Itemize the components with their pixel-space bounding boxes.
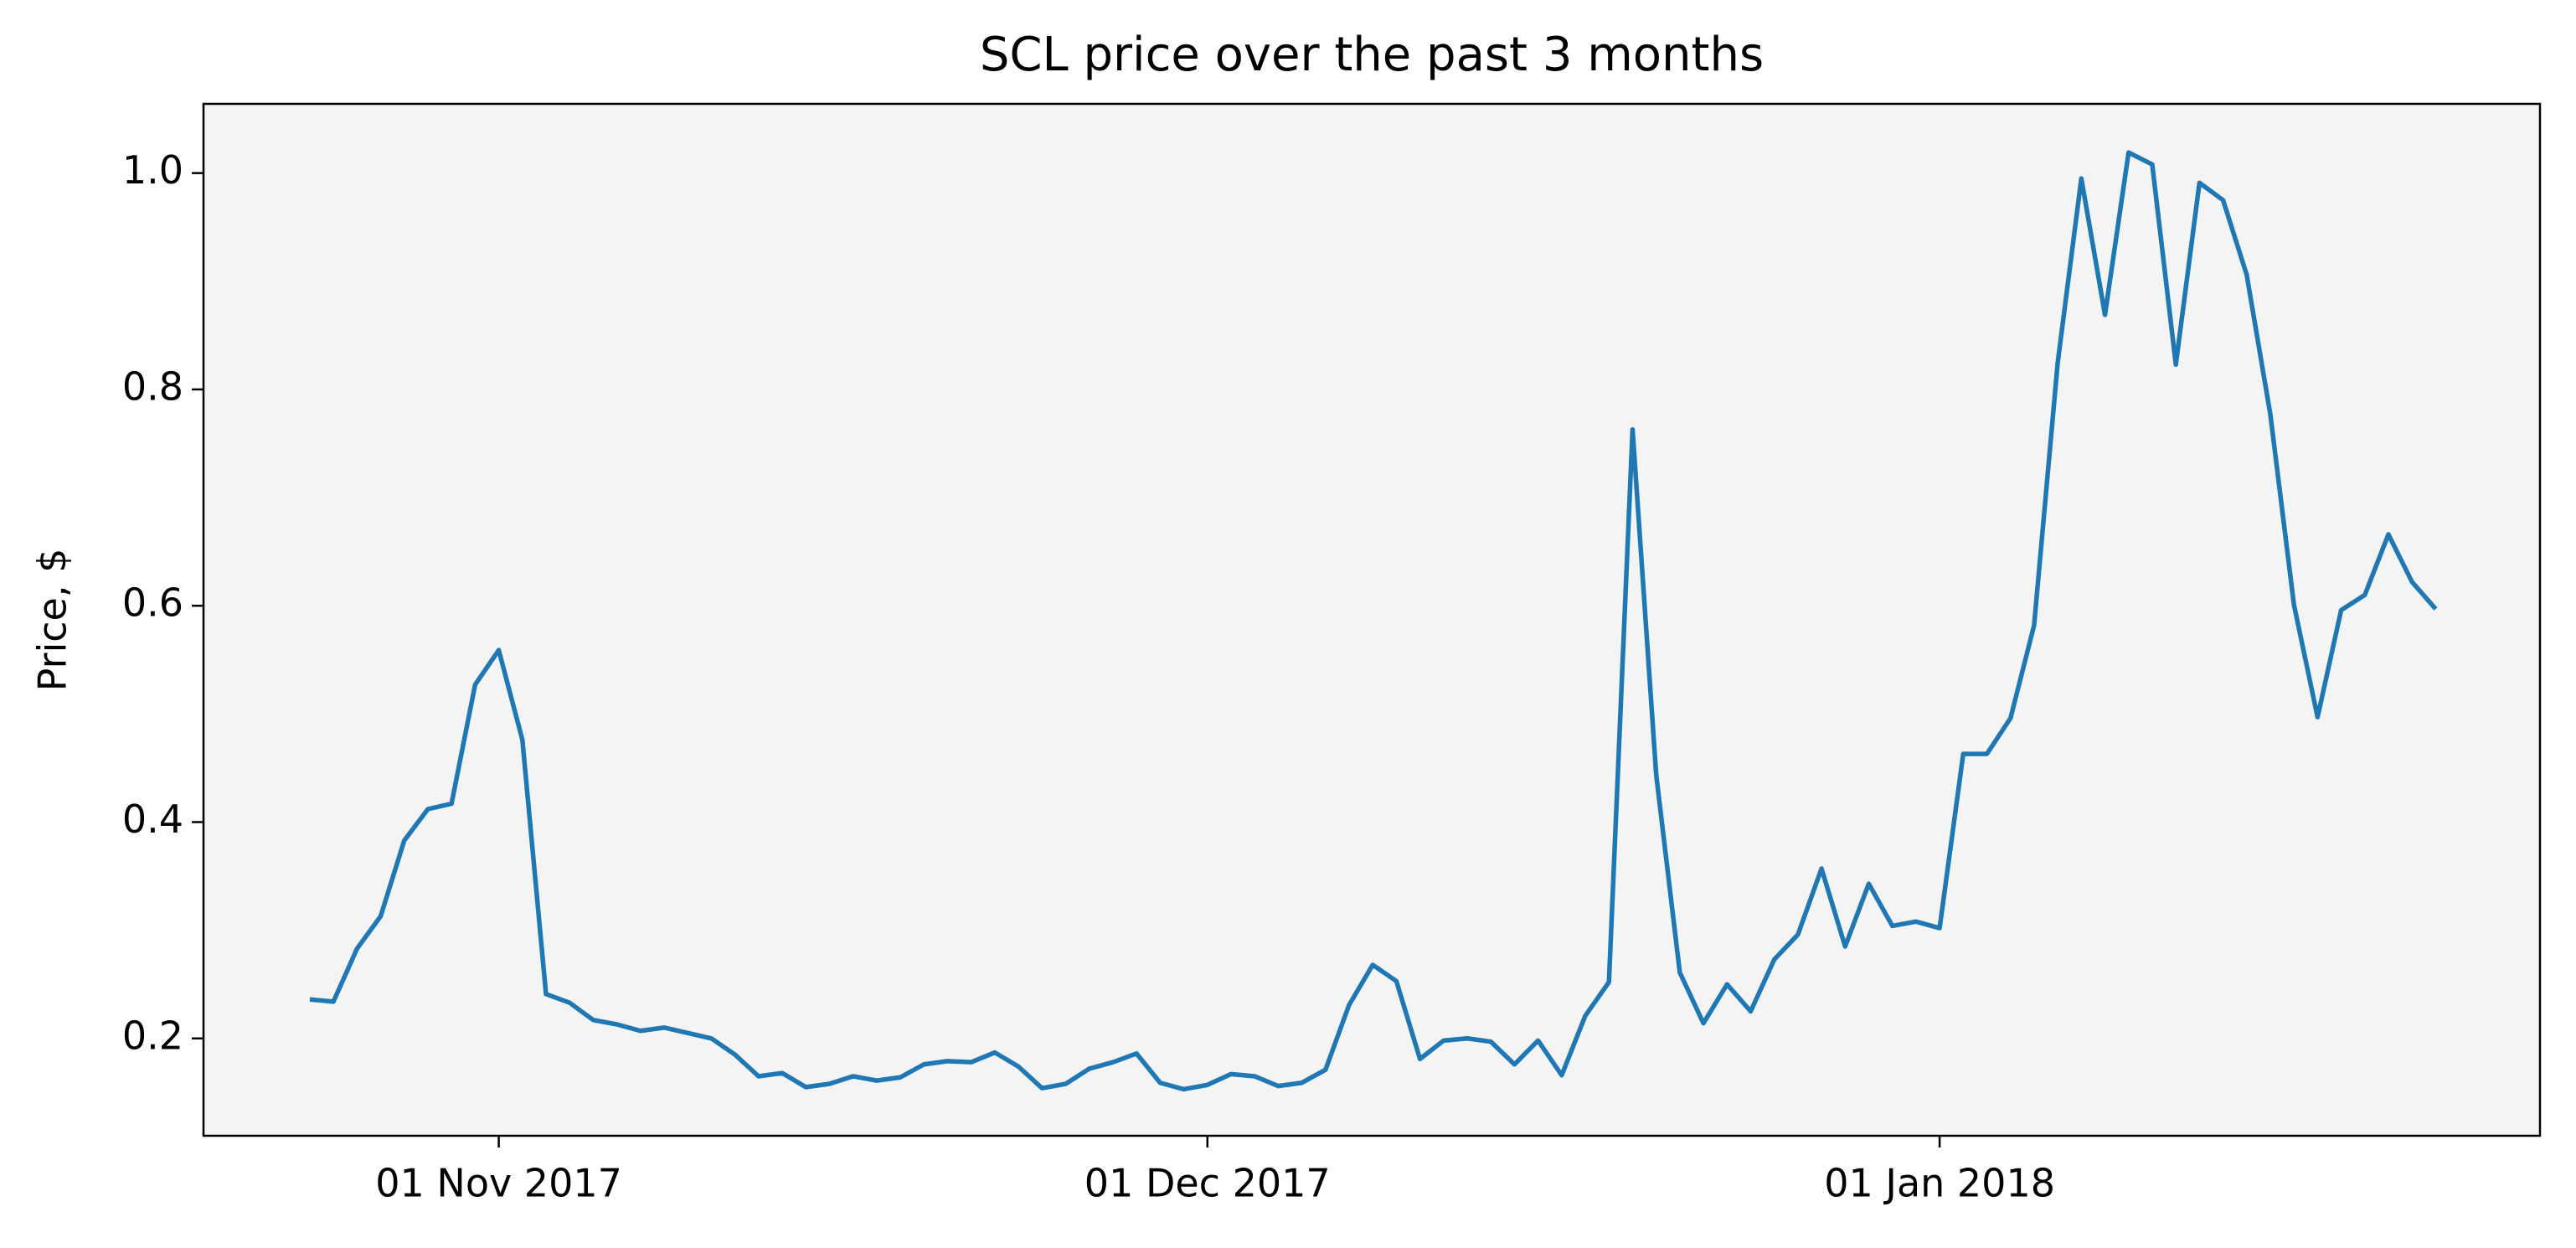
y-tick-label: 0.2 <box>122 1013 183 1058</box>
plot-frame <box>202 102 2542 1137</box>
x-tick-label: 01 Jan 2018 <box>1824 1161 2055 1206</box>
y-tick-label: 0.8 <box>122 364 183 409</box>
x-tick-label: 01 Dec 2017 <box>1084 1161 1331 1206</box>
y-tick-label: 0.4 <box>122 797 183 842</box>
y-tick-label: 1.0 <box>122 147 183 193</box>
price-line <box>309 150 2438 1092</box>
y-axis-label: Price, $ <box>30 549 75 692</box>
chart-title: SCL price over the past 3 months <box>980 28 1764 82</box>
y-tick-label: 0.6 <box>122 580 183 626</box>
x-tick-label: 01 Nov 2017 <box>375 1161 622 1206</box>
